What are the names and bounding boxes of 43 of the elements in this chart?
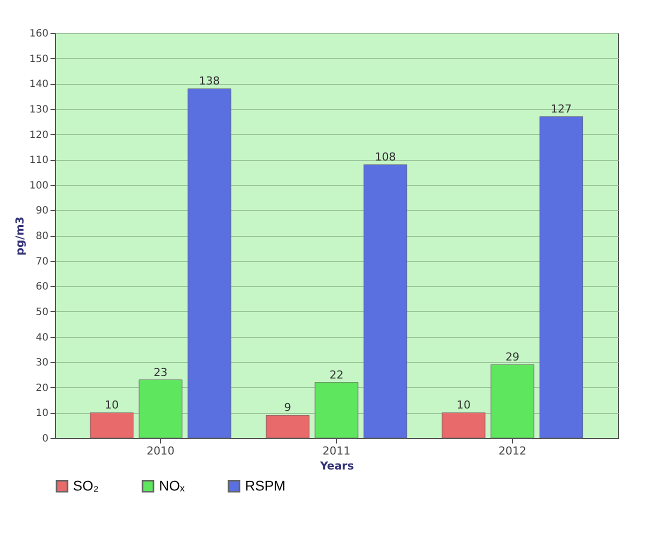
bar [266,414,310,438]
data-label: 29 [505,350,520,364]
bar [364,164,408,438]
bar [188,88,232,438]
legend-label: RSPM [245,477,286,494]
bar [442,412,486,438]
bar [314,382,358,438]
bar [540,116,584,438]
bar [490,364,534,438]
x-tick-label: 2012 [498,444,526,458]
data-label: 23 [154,366,168,379]
y-tick-label: 90 [36,206,48,217]
y-axis-title: pg/m3 [13,216,26,256]
y-tick-label: 110 [29,155,48,166]
y-tick-label: 120 [29,130,48,141]
y-tick-label: 20 [36,382,48,394]
y-tick-label: 10 [36,408,48,420]
y-tick-label: 140 [29,79,48,90]
y-tick-label: 150 [29,54,48,65]
x-tick-label: 2011 [322,444,350,458]
x-tick-label: 2010 [146,444,175,458]
legend-label: NOₓ [159,477,185,494]
y-tick-label: 50 [36,306,48,318]
y-tick-label: 30 [36,358,48,369]
data-label: 9 [284,401,292,414]
data-label: 10 [456,398,471,412]
y-tick-label: 130 [29,104,48,116]
data-label: 22 [330,368,344,382]
y-tick-label: 0 [42,434,48,444]
x-axis-title: Years [319,460,354,472]
legend-label: SO₂ [73,477,99,494]
data-label: 10 [104,398,119,412]
y-tick-label: 80 [36,231,48,242]
y-tick-label: 100 [29,180,48,192]
bar [138,380,182,438]
y-tick-label: 70 [36,256,48,268]
bar [90,412,134,438]
y-tick-label: 160 [29,28,48,40]
y-tick-label: 40 [36,332,48,344]
data-label: 127 [550,102,572,116]
y-tick-label: 60 [36,282,48,293]
data-label: 108 [374,150,396,164]
data-label: 138 [198,74,220,88]
